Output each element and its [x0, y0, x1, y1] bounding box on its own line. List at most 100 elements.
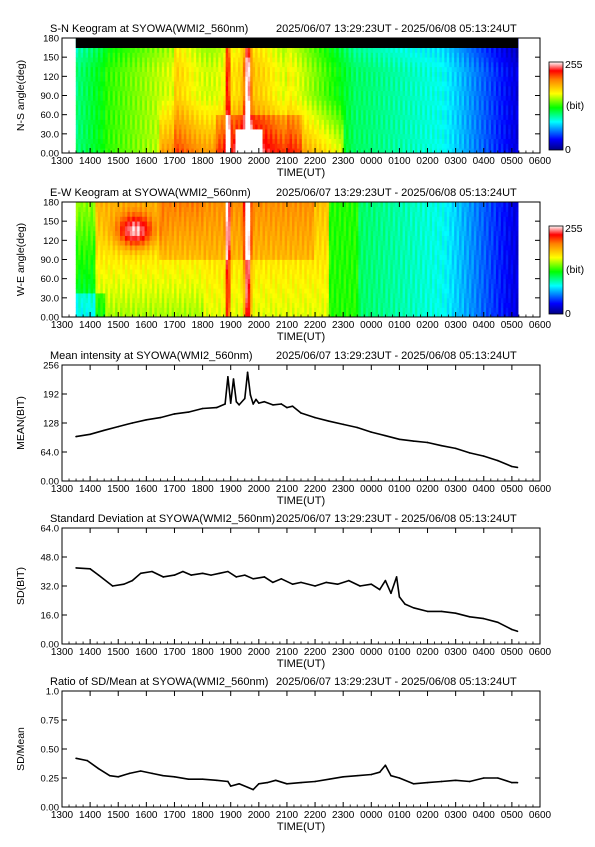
heatmap-cell [235, 100, 238, 105]
heatmap-cell [98, 119, 101, 124]
heatmap-cell [130, 81, 133, 86]
heatmap-cell [140, 129, 143, 134]
heatmap-cell [250, 143, 253, 148]
heatmap-cell [140, 62, 143, 67]
heatmap-cell [393, 52, 396, 57]
heatmap-cell [88, 76, 91, 81]
heatmap-cell [125, 86, 128, 91]
heatmap-cell [110, 76, 113, 81]
heatmap-cell [206, 143, 209, 148]
heatmap-cell [334, 134, 337, 139]
heatmap-cell [127, 202, 130, 207]
heatmap-cell [118, 124, 121, 129]
heatmap-cell [513, 62, 516, 67]
heatmap-cell [346, 134, 349, 139]
heatmap-cell [516, 139, 519, 144]
heatmap-cell [319, 57, 322, 62]
heatmap-cell [415, 91, 418, 96]
heatmap-cell [142, 115, 145, 120]
heatmap-cell [172, 72, 175, 77]
heatmap-cell [88, 100, 91, 105]
heatmap-cell [435, 105, 438, 110]
heatmap-cell [142, 124, 145, 129]
heatmap-cell [344, 105, 347, 110]
heatmap-cell [317, 119, 320, 124]
heatmap-cell [196, 52, 199, 57]
heatmap-cell [105, 48, 108, 53]
heatmap-cell [506, 52, 509, 57]
heatmap-cell [506, 134, 509, 139]
heatmap-cell [100, 255, 103, 260]
heatmap-cell [420, 57, 423, 62]
heatmap-cell [118, 96, 121, 101]
heatmap-cell [88, 81, 91, 86]
heatmap-cell [351, 52, 354, 57]
heatmap-cell [299, 48, 302, 53]
heatmap-cell [376, 100, 379, 105]
heatmap-cell [260, 52, 263, 57]
heatmap-cell [294, 48, 297, 53]
heatmap-cell [127, 124, 130, 129]
heatmap-cell [297, 139, 300, 144]
heatmap-cell [140, 52, 143, 57]
heatmap-cell [177, 139, 180, 144]
heatmap-cell [366, 96, 369, 101]
heatmap-cell [231, 76, 234, 81]
heatmap-cell [403, 143, 406, 148]
heatmap-cell [216, 81, 219, 86]
heatmap-cell [503, 143, 506, 148]
heatmap-cell [152, 105, 155, 110]
heatmap-cell [403, 105, 406, 110]
heatmap-cell [120, 129, 123, 134]
x-tick-label: 2000 [248, 156, 271, 167]
heatmap-cell [83, 115, 86, 120]
heatmap-cell [493, 96, 496, 101]
heatmap-cell [368, 129, 371, 134]
heatmap-cell [260, 115, 263, 120]
heatmap-cell [245, 115, 248, 120]
heatmap-cell [255, 62, 258, 67]
heatmap-cell [334, 143, 337, 148]
heatmap-cell [430, 139, 433, 144]
heatmap-cell [516, 62, 519, 67]
heatmap-cell [115, 298, 118, 303]
heatmap-cell [297, 72, 300, 77]
heatmap-cell [186, 134, 189, 139]
heatmap-cell [282, 96, 285, 101]
heatmap-cell [196, 100, 199, 105]
heatmap-cell [108, 236, 111, 241]
heatmap-cell [127, 86, 130, 91]
heatmap-cell [167, 115, 170, 120]
heatmap-cell [226, 62, 229, 67]
heatmap-cell [425, 129, 428, 134]
heatmap-cell [152, 129, 155, 134]
heatmap-cell [110, 240, 113, 245]
heatmap-cell [174, 115, 177, 120]
heatmap-cell [91, 81, 94, 86]
heatmap-cell [420, 115, 423, 120]
heatmap-cell [172, 119, 175, 124]
heatmap-cell [218, 62, 221, 67]
heatmap-cell [366, 76, 369, 81]
heatmap-cell [471, 62, 474, 67]
heatmap-cell [506, 48, 509, 53]
heatmap-cell [115, 226, 118, 231]
heatmap-cell [177, 67, 180, 72]
heatmap-cell [103, 207, 106, 212]
heatmap-cell [218, 72, 221, 77]
heatmap-cell [265, 91, 268, 96]
heatmap-cell [349, 105, 352, 110]
heatmap-cell [321, 110, 324, 115]
heatmap-cell [223, 72, 226, 77]
heatmap-cell [427, 86, 430, 91]
heatmap-cell [174, 57, 177, 62]
heatmap-cell [489, 96, 492, 101]
heatmap-cell [486, 48, 489, 53]
heatmap-cell [103, 288, 106, 293]
heatmap-cell [226, 129, 229, 134]
heatmap-cell [336, 81, 339, 86]
heatmap-cell [508, 86, 511, 91]
heatmap-cell [272, 62, 275, 67]
heatmap-cell [329, 139, 332, 144]
heatmap-cell [233, 100, 236, 105]
